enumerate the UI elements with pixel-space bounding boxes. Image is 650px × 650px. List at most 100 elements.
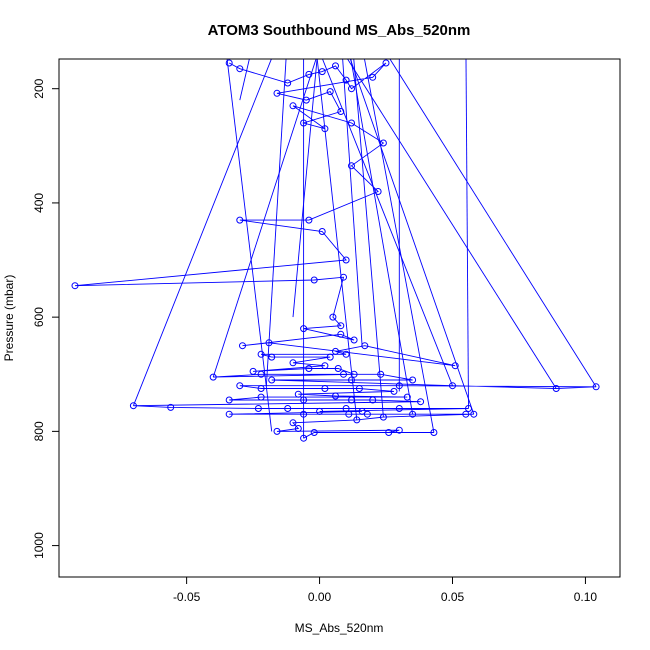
data-point [374,188,382,195]
y-tick-label: 800 [32,421,46,441]
profile-segment [349,59,475,415]
data-point [355,385,363,392]
data-point [300,410,308,418]
data-point [300,434,308,442]
data-point [340,370,347,378]
data-point [284,405,292,412]
x-tick-label: 0.00 [308,590,332,604]
y-tick-label: 400 [32,193,46,213]
data-point [465,405,472,412]
data-point [379,139,387,147]
data-point [382,59,390,67]
y-axis-label: Pressure (mbar) [2,275,16,362]
data-point [326,88,334,96]
data-point [236,65,244,73]
data-point [342,76,350,84]
y-tick-label: 1000 [32,532,46,559]
data-point [385,429,393,436]
profile-segment [322,59,453,386]
data-point [289,419,297,427]
data-point [350,370,358,378]
data-point [294,390,302,398]
data-point [257,350,265,358]
data-point [348,85,355,93]
data-point [300,325,308,333]
data-point [302,96,310,104]
data-point [340,273,347,281]
data-point [129,402,137,410]
data-point [348,119,355,127]
x-axis: -0.05 0.00 0.05 0.10 [173,576,597,604]
data-point [167,403,175,411]
data-point [257,393,265,401]
profile-segment [226,59,273,432]
data-point [289,359,297,367]
data-point [300,119,308,127]
profile-segment [465,59,469,409]
x-tick-label: 0.05 [441,590,465,604]
profile-segment [316,59,358,420]
data-point [369,396,377,404]
data-point [273,89,281,97]
data-point [332,62,339,70]
data-point [225,59,233,67]
data-point [236,216,244,224]
data-point [449,382,456,390]
data-point [225,396,233,404]
data-point [337,108,345,115]
profile-segment [389,59,597,388]
data-point [71,282,79,290]
x-axis-label: MS_Abs_520nm [295,621,384,635]
data-point [289,102,297,110]
data-point [321,362,329,370]
data-point [305,70,313,78]
data-point [332,392,339,400]
data-point [334,365,342,372]
data-point [300,396,308,404]
data-point [305,216,313,224]
data-point [369,73,377,81]
data-point [326,353,334,361]
profile-segment [353,59,384,418]
data-point [342,256,350,264]
data-point [284,79,292,87]
data-point [321,125,329,133]
y-tick-label: 600 [32,307,46,327]
data-point [316,407,324,415]
data-point [395,405,403,412]
data-point [430,429,438,436]
chart-title: ATOM3 Southbound MS_Abs_520nm [208,22,471,39]
data-point [390,387,398,395]
data-point [592,383,600,391]
data-point [254,405,262,412]
data-point [363,410,371,418]
profile-segment [292,59,318,318]
profile-segment [239,59,250,101]
profile-segment [132,59,272,406]
data-point [409,410,417,418]
profile-segment [342,59,363,346]
data-point [350,336,358,344]
data-point [273,427,281,435]
data-point [348,162,355,170]
data-point [249,367,257,375]
data-point [337,322,345,330]
data-point [268,376,276,384]
x-tick-label: -0.05 [173,590,201,604]
data-point [409,376,417,384]
data-point [310,429,318,436]
data-point [342,405,350,412]
data-point [462,410,470,418]
data-point [239,342,246,350]
y-axis: 200 400 600 800 1000 [32,78,60,559]
data-point [294,425,302,432]
data-point [379,413,387,421]
data-point [470,410,478,418]
data-point [321,385,329,392]
data-point [377,370,385,378]
data-point [257,385,265,392]
data-point [361,342,369,350]
data-point [451,362,459,370]
